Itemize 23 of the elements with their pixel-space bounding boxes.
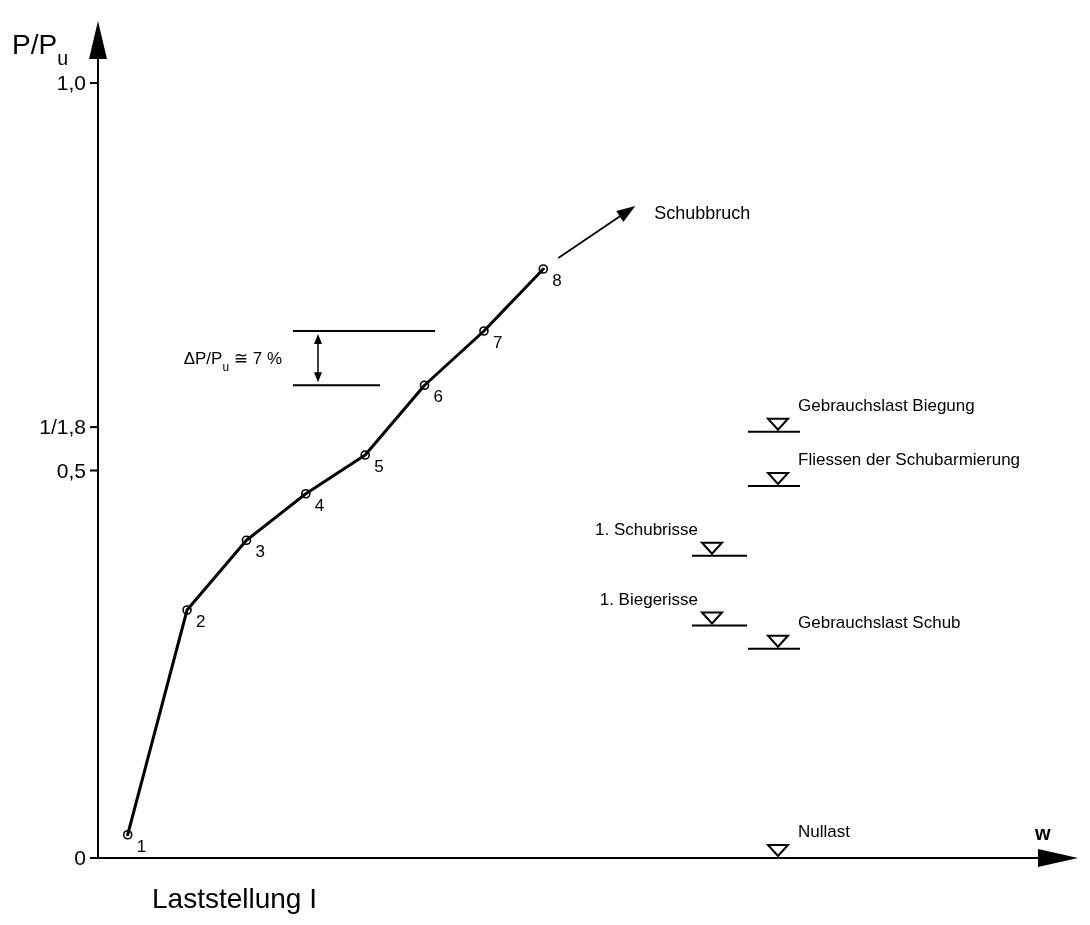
- ref-line-label: 1. Biegerisse: [599, 589, 698, 609]
- ref-line-label: Gebrauchslast Biegung: [798, 395, 975, 415]
- annotation: 1: [136, 836, 147, 856]
- y-axis-title: P/P$_{u}$: [12, 29, 69, 69]
- y-tick-label: 0: [74, 846, 86, 870]
- annotation: Schubbruch: [654, 203, 751, 223]
- y-tick-label: 1/1,8: [39, 415, 86, 439]
- ref-line-label: Gebrauchslast Schub: [798, 612, 961, 632]
- ref-line-label: Fliessen der Schubarmierung: [798, 450, 1021, 469]
- y-tick-label: 1,0: [56, 71, 86, 95]
- y-tick-label: 0,5: [56, 458, 86, 482]
- annotation: 8: [552, 271, 562, 290]
- annotation: 2: [196, 612, 206, 631]
- ref-line-label: Nullast: [798, 822, 851, 841]
- annotation: 5: [374, 457, 384, 476]
- annotation: 4: [314, 495, 325, 515]
- annotation: ΔP/P$_{u}$ ≅ 7 %: [183, 349, 282, 375]
- ref-line-label: 1. Schubrisse: [595, 519, 698, 539]
- annotation: 7: [492, 333, 503, 352]
- text: Laststellung I: [152, 883, 317, 914]
- annotation: 3: [255, 542, 265, 562]
- x-axis-title: w: [1034, 822, 1051, 844]
- annotation: 6: [433, 387, 444, 407]
